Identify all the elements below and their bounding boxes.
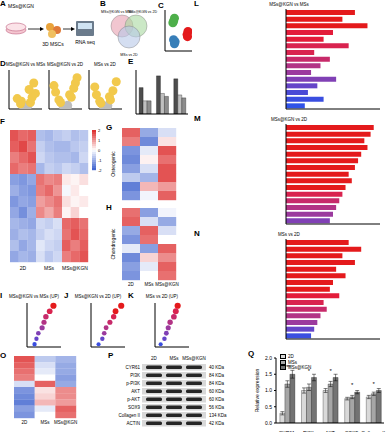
- svg-text:84 KDa: 84 KDa: [209, 381, 225, 386]
- html-text:D: D: [0, 59, 6, 68]
- html-text:MSs vs 2D (UP): MSs vs 2D (UP): [145, 294, 179, 299]
- svg-text:1.5: 1.5: [265, 371, 272, 377]
- html-text:F: F: [0, 117, 5, 126]
- svg-text:PI3K: PI3K: [130, 373, 140, 378]
- svg-text:0: 0: [98, 148, 101, 153]
- html-text:2D: 2D: [288, 354, 294, 359]
- svg-text:2.0: 2.0: [265, 355, 272, 361]
- svg-text:CYR61: CYR61: [125, 365, 140, 370]
- svg-text:42 KDa: 42 KDa: [209, 421, 225, 426]
- svg-text:56 KDa: 56 KDa: [209, 405, 225, 410]
- html-text:J: J: [64, 291, 69, 300]
- svg-text:1: 1: [98, 138, 101, 143]
- html-text:MSs@KGN vs MSs (UP): MSs@KGN vs MSs (UP): [9, 294, 59, 299]
- svg-text:MSs: MSs: [41, 420, 51, 425]
- svg-text:3D MSCs: 3D MSCs: [42, 41, 64, 47]
- svg-text:MSs@KGN vs MSs: MSs@KGN vs MSs: [101, 10, 133, 14]
- svg-text:AKT: AKT: [131, 389, 140, 394]
- svg-text:MSs@KGN vs 2D: MSs@KGN vs 2D: [128, 10, 157, 14]
- html-text:MSs vs 2D: MSs vs 2D: [94, 62, 116, 67]
- html-text:M: M: [194, 114, 201, 123]
- svg-text:84 KDa: 84 KDa: [209, 373, 225, 378]
- html-text:MSs@KGN vs MSs: MSs@KGN vs MSs: [269, 2, 309, 7]
- html-text:N: N: [194, 229, 200, 238]
- svg-text:60 KDa: 60 KDa: [209, 389, 225, 394]
- svg-text:Chondrogenic: Chondrogenic: [110, 228, 116, 260]
- svg-text:134 KDa: 134 KDa: [209, 413, 227, 418]
- svg-text:*: *: [351, 382, 354, 388]
- svg-text:40 KDa: 40 KDa: [209, 365, 225, 370]
- svg-text:ACTIN: ACTIN: [127, 421, 141, 426]
- svg-text:0.5: 0.5: [265, 404, 272, 410]
- html-text:MSs@KGN vs 2D: MSs@KGN vs 2D: [271, 117, 307, 122]
- svg-text:-1: -1: [98, 158, 102, 163]
- svg-text:MSs@KGN: MSs@KGN: [8, 3, 34, 9]
- html-text:MSs@KGN vs 2D (UP): MSs@KGN vs 2D (UP): [74, 294, 122, 299]
- html-text:MSs@KGN vs MSs MSs@KGN vs 2D: MSs@KGN vs MSs MSs@KGN vs 2D: [6, 62, 83, 67]
- svg-text:1.0: 1.0: [265, 387, 272, 393]
- svg-text:AKT: AKT: [325, 430, 335, 432]
- html-text:K: K: [128, 291, 134, 300]
- svg-text:-2: -2: [98, 168, 102, 173]
- html-text:L: L: [194, 0, 199, 8]
- html-text:H: H: [106, 203, 112, 212]
- svg-text:*: *: [373, 381, 376, 387]
- svg-text:MSs: MSs: [145, 282, 155, 287]
- svg-text:Osteogenic: Osteogenic: [110, 151, 116, 177]
- svg-text:MSs: MSs: [170, 356, 180, 361]
- svg-text:0.0: 0.0: [265, 420, 272, 426]
- html-text:MSs vs 2D: MSs vs 2D: [278, 232, 300, 237]
- svg-text:SOX9: SOX9: [128, 405, 141, 410]
- html-text:P: P: [108, 351, 114, 360]
- svg-text:SOX9: SOX9: [345, 430, 359, 432]
- html-text:MSs: MSs: [288, 359, 297, 365]
- svg-text:MSs@KGN: MSs@KGN: [54, 420, 77, 425]
- svg-text:MSs@KGN: MSs@KGN: [155, 282, 178, 287]
- svg-text:MSs vs 2D: MSs vs 2D: [120, 53, 138, 57]
- svg-text:2D: 2D: [20, 265, 27, 271]
- svg-text:RNA seq: RNA seq: [75, 39, 95, 45]
- html-text:G: G: [106, 123, 113, 132]
- html-text:C: C: [158, 1, 164, 10]
- html-text:MSs@KGN: MSs@KGN: [288, 365, 312, 370]
- svg-text:MSs@KGN: MSs@KGN: [182, 356, 205, 361]
- svg-text:PI3K: PI3K: [303, 430, 315, 432]
- html-text:A: A: [0, 0, 6, 8]
- svg-text:2: 2: [98, 128, 101, 133]
- html-text:B: B: [100, 0, 106, 8]
- svg-text:Collagen II: Collagen II: [361, 430, 379, 432]
- svg-text:2D: 2D: [21, 420, 28, 425]
- html-text:E: E: [128, 57, 134, 66]
- html-text:Q: Q: [248, 349, 255, 358]
- svg-text:Collagen II: Collagen II: [118, 413, 140, 418]
- svg-text:2D: 2D: [128, 282, 135, 287]
- svg-text:*: *: [329, 368, 332, 374]
- svg-text:Relative expression: Relative expression: [254, 368, 260, 412]
- svg-text:p-AKT: p-AKT: [127, 397, 140, 402]
- html-text:O: O: [0, 351, 7, 360]
- svg-text:MSs@KGN: MSs@KGN: [62, 265, 88, 271]
- svg-text:60 KDa: 60 KDa: [209, 397, 225, 402]
- svg-text:p-PI3K: p-PI3K: [126, 381, 140, 386]
- html-text:I: I: [0, 291, 3, 300]
- svg-text:2D: 2D: [151, 356, 158, 361]
- svg-text:CYR61: CYR61: [279, 430, 295, 432]
- svg-text:MSs: MSs: [44, 265, 55, 271]
